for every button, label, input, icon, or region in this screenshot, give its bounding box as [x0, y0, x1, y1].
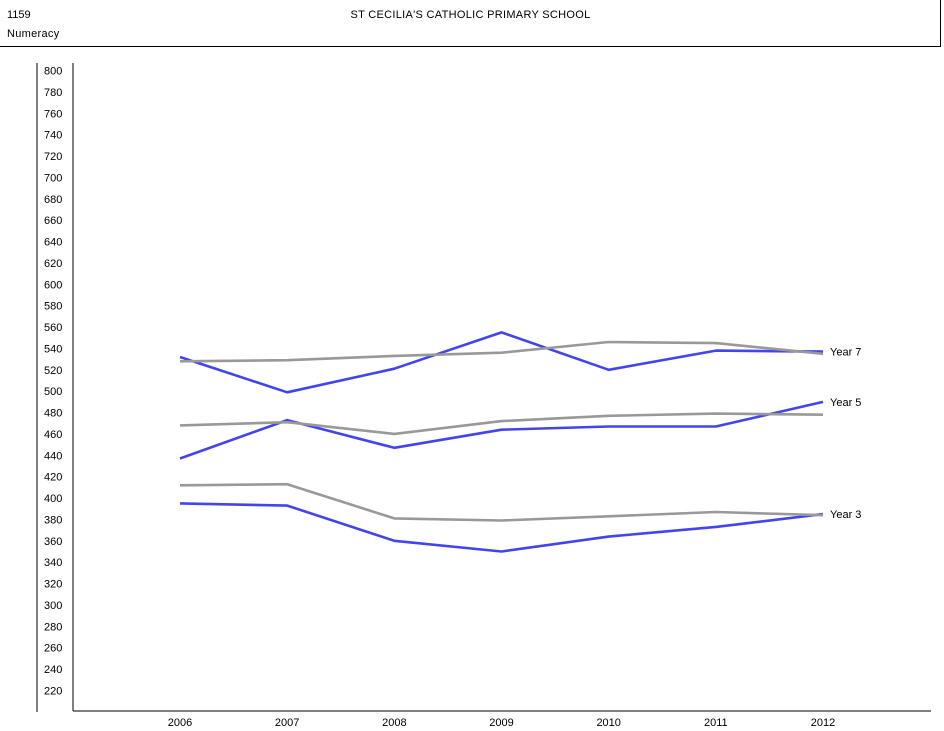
y-tick-label: 360 — [44, 536, 62, 548]
y-tick-label: 740 — [44, 130, 62, 142]
x-tick-label: 2011 — [704, 717, 728, 729]
year-5-comparison-line — [179, 412, 824, 436]
year-7-label: Year 7 — [830, 347, 861, 359]
y-tick-label: 320 — [44, 579, 62, 591]
y-tick-label: 520 — [44, 365, 62, 377]
line-labels: Year 7 Year 5 Year 3 — [830, 347, 861, 521]
x-axis-ticks: 2006 2007 2008 2009 2010 2011 2012 — [168, 717, 836, 729]
y-tick-label: 560 — [44, 322, 62, 334]
y-tick-label: 240 — [44, 664, 62, 676]
report-header: 1159 ST CECILIA'S CATHOLIC PRIMARY SCHOO… — [0, 0, 941, 47]
y-tick-label: 480 — [44, 408, 62, 420]
y-tick-label: 660 — [44, 215, 62, 227]
chart-axes — [36, 63, 931, 712]
y-tick-label: 420 — [44, 472, 62, 484]
y-tick-label: 580 — [44, 301, 62, 313]
x-tick-label: 2009 — [489, 717, 513, 729]
y-tick-label: 220 — [44, 686, 62, 698]
x-tick-label: 2007 — [275, 717, 299, 729]
year-3-school-line — [179, 502, 824, 553]
y-tick-label: 380 — [44, 514, 62, 526]
y-tick-label: 700 — [44, 172, 62, 184]
y-tick-label: 720 — [44, 151, 62, 163]
y-tick-label: 540 — [44, 343, 62, 355]
y-tick-label: 680 — [44, 194, 62, 206]
x-tick-label: 2006 — [168, 717, 192, 729]
year-3-comparison-line — [179, 482, 824, 522]
x-tick-label: 2010 — [596, 717, 620, 729]
x-tick-label: 2012 — [811, 717, 835, 729]
y-tick-label: 440 — [44, 450, 62, 462]
y-tick-label: 500 — [44, 386, 62, 398]
school-code: 1159 — [7, 9, 31, 21]
year-7-school-line — [179, 331, 824, 394]
y-tick-label: 640 — [44, 237, 62, 249]
y-tick-label: 460 — [44, 429, 62, 441]
y-axis-ticks: 220 240 260 280 300 320 340 360 380 400 420 440 460 4… — [44, 66, 62, 698]
series-lines — [179, 331, 824, 553]
year-3-label: Year 3 — [830, 509, 861, 521]
y-tick-label: 780 — [44, 87, 62, 99]
y-tick-label: 340 — [44, 557, 62, 569]
y-tick-label: 800 — [44, 66, 62, 78]
x-tick-label: 2008 — [382, 717, 406, 729]
y-tick-label: 400 — [44, 493, 62, 505]
year-5-label: Year 5 — [830, 397, 861, 409]
y-tick-label: 260 — [44, 643, 62, 655]
y-tick-label: 600 — [44, 279, 62, 291]
y-tick-label: 760 — [44, 108, 62, 120]
y-tick-label: 620 — [44, 258, 62, 270]
y-tick-label: 300 — [44, 600, 62, 612]
year-7-comparison-line — [179, 340, 824, 363]
subject-label: Numeracy — [7, 28, 60, 40]
y-tick-label: 280 — [44, 621, 62, 633]
year-5-school-line — [179, 400, 824, 460]
school-name: ST CECILIA'S CATHOLIC PRIMARY SCHOOL — [350, 9, 591, 21]
